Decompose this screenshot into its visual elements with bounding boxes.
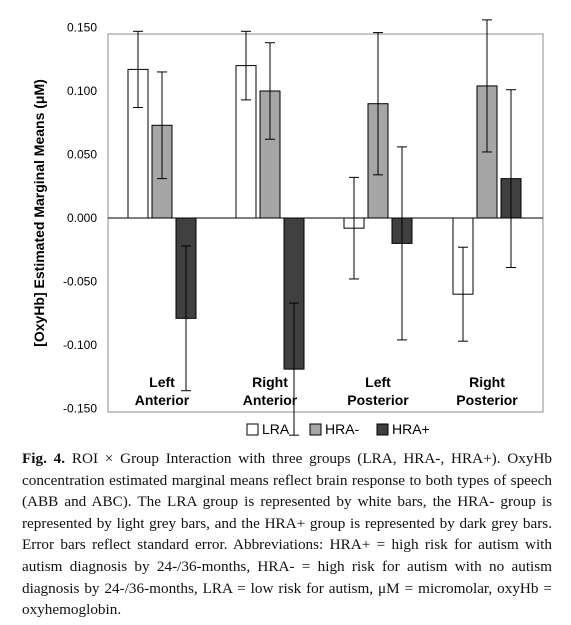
category-label: Anterior	[243, 392, 298, 408]
legend-label: LRA	[262, 421, 290, 437]
legend: LRA HRA- HRA+	[246, 421, 430, 437]
legend-label: HRA-	[325, 421, 360, 437]
y-tick-label: 0.000	[67, 211, 97, 225]
category-label: Posterior	[347, 392, 409, 408]
figure-caption: Fig. 4. ROI × Group Interaction with thr…	[22, 448, 552, 621]
y-tick-label: 0.100	[67, 84, 97, 98]
category-labels: Left Anterior Right Anterior Left Posterior Ri…	[135, 374, 519, 408]
legend-swatch	[246, 423, 259, 436]
category-label: Right	[252, 374, 288, 390]
y-tick-labels: 0.2000.1500.1000.0500.000-0.050-0.100-0.…	[63, 21, 97, 416]
category-label: Posterior	[456, 392, 518, 408]
y-tick-label: -0.150	[63, 402, 97, 416]
legend-label: HRA+	[392, 421, 430, 437]
caption-text: ROI × Group Interaction with three group…	[22, 450, 552, 619]
category-label: Anterior	[135, 392, 190, 408]
category-label: Right	[469, 374, 505, 390]
plot-frame	[107, 33, 544, 413]
error-bars	[133, 19, 516, 436]
category-label: Left	[149, 374, 175, 390]
y-tick-label: 0.150	[67, 21, 97, 35]
caption-label: Fig. 4.	[22, 450, 66, 467]
legend-swatch	[309, 423, 322, 436]
legend-swatch	[376, 423, 389, 436]
y-axis-label: [OxyHb] Estimated Marginal Means (μM)	[31, 79, 47, 347]
y-axis-label-group: [OxyHb] Estimated Marginal Means (μM)	[31, 79, 47, 347]
y-tick-label: 0.050	[67, 148, 97, 162]
y-tick-label: -0.100	[63, 338, 97, 352]
bars	[127, 65, 522, 370]
bar-chart: [OxyHb] Estimated Marginal Means (μM) 0.…	[31, 19, 544, 437]
category-label: Left	[365, 374, 391, 390]
figure: [OxyHb] Estimated Marginal Means (μM) 0.…	[31, 19, 544, 437]
y-tick-label: -0.050	[63, 275, 97, 289]
